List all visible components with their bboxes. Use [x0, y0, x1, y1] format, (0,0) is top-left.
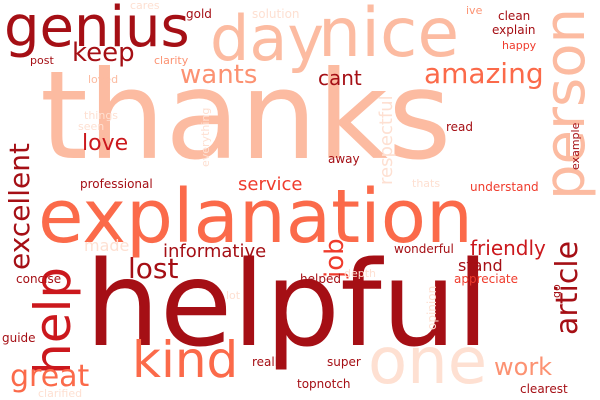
word-great: great: [10, 359, 90, 394]
word-guide: guide: [2, 331, 36, 345]
word-read: read: [446, 120, 474, 134]
word-seen: seen: [78, 120, 105, 133]
word-work: work: [494, 353, 553, 381]
word-thats: thats: [412, 177, 441, 190]
word-appreciate: appreciate: [454, 272, 519, 286]
word-one: one: [368, 325, 488, 399]
word-super: super: [327, 355, 361, 369]
word-clean: clean: [498, 9, 531, 23]
word-thanks: thanks: [40, 45, 452, 187]
word-topnotch: topnotch: [297, 377, 351, 391]
word-clearest: clearest: [520, 382, 568, 396]
word-excellent: excellent: [3, 143, 36, 270]
word-away: away: [328, 152, 360, 166]
word-lost: lost: [128, 252, 179, 285]
word-professional: professional: [80, 177, 153, 191]
word-ive: ive: [466, 4, 483, 17]
word-stand: stand: [458, 256, 503, 275]
word-depth: depth: [344, 267, 377, 280]
word-really: really: [252, 355, 286, 369]
word-happy: happy: [502, 39, 537, 52]
word-person: person: [533, 8, 598, 200]
word-gold: gold: [186, 7, 212, 21]
word-explanation: explanation: [38, 174, 473, 260]
word-lot: lot: [226, 289, 241, 302]
word-clarity: clarity: [154, 54, 189, 67]
word-explain: explain: [492, 23, 536, 37]
word-keep: keep: [72, 38, 135, 68]
word-day: day: [210, 2, 325, 75]
word-concise: concise: [16, 272, 62, 286]
word-helpful: helpful: [85, 235, 490, 373]
word-understand: understand: [470, 180, 539, 194]
word-example: example: [569, 122, 582, 170]
word-love: love: [82, 131, 129, 156]
word-wonderful: wonderful: [394, 242, 454, 256]
word-wants: wants: [180, 60, 258, 90]
word-cares: cares: [130, 0, 160, 12]
word-informative: informative: [163, 241, 267, 262]
word-made: made: [84, 236, 130, 255]
word-post: post: [30, 54, 54, 67]
word-respectful: respectful: [376, 95, 397, 185]
word-go: go: [550, 284, 563, 298]
word-helped: helped: [300, 272, 341, 286]
word-genius: genius: [4, 0, 190, 60]
word-loved: loved: [88, 73, 119, 86]
word-everything: everything: [199, 107, 212, 167]
word-opinion: opinion: [425, 285, 439, 330]
word-kind: kind: [132, 331, 239, 389]
word-clarified: clarified: [38, 387, 83, 400]
word-friendly: friendly: [470, 236, 546, 260]
word-amazing: amazing: [424, 57, 544, 90]
word-solution: solution: [252, 7, 300, 21]
word-service: service: [238, 174, 303, 195]
word-cant: cant: [318, 66, 362, 90]
word-things: things: [84, 109, 119, 122]
word-nice: nice: [318, 0, 460, 73]
